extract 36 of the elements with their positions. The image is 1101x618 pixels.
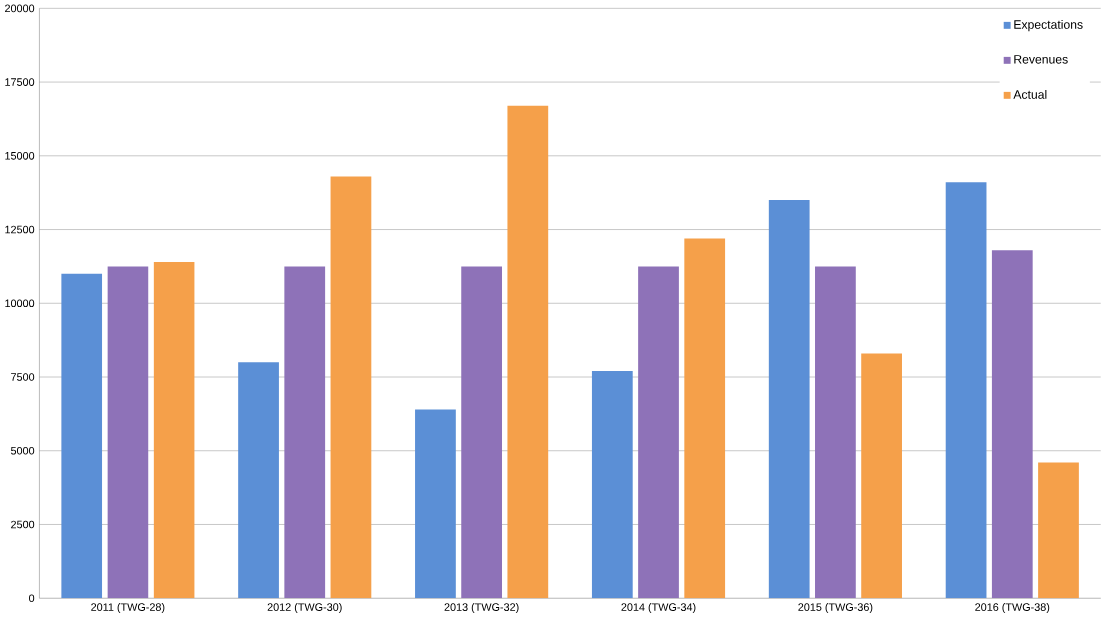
- bar: [415, 409, 456, 599]
- x-tick-label: 2015 (TWG-36): [798, 603, 873, 614]
- y-tick-label: 10000: [5, 299, 35, 308]
- bar: [330, 176, 372, 599]
- bar: [991, 250, 1033, 599]
- bar: [153, 262, 195, 599]
- y-tick-label: 12500: [5, 225, 35, 234]
- y-tick-label: 5000: [10, 447, 35, 455]
- bar: [638, 266, 679, 599]
- legend-label: Expectations: [1014, 20, 1083, 32]
- y-tick-label: 15000: [5, 152, 35, 160]
- x-tick-label: 2012 (TWG-30): [267, 603, 342, 614]
- x-tick-label: 2014 (TWG-34): [621, 603, 696, 614]
- legend-label: Revenues: [1014, 55, 1068, 64]
- x-tick-label: 2013 (TWG-32): [444, 603, 519, 614]
- bar: [507, 105, 549, 599]
- bar: [591, 371, 633, 599]
- y-tick-label: 17500: [5, 78, 35, 87]
- bar: [861, 353, 902, 599]
- y-tick-label: 0: [29, 594, 35, 603]
- bar: [284, 266, 326, 599]
- bar: [815, 266, 856, 599]
- legend-label: Actual: [1013, 90, 1047, 100]
- y-tick-label: 20000: [5, 4, 35, 13]
- x-tick-label: 2016 (TWG-38): [975, 603, 1050, 614]
- bar: [461, 266, 503, 599]
- bar: [684, 238, 726, 599]
- bar: [61, 273, 103, 599]
- bar: [238, 362, 279, 599]
- bar: [107, 266, 149, 599]
- x-tick-label: 2011 (TWG-28): [91, 603, 165, 614]
- bar: [945, 182, 987, 599]
- y-tick-label: 2500: [11, 520, 35, 529]
- y-tick-label: 7500: [11, 373, 35, 382]
- bar: [768, 200, 810, 599]
- bar: [1038, 462, 1079, 599]
